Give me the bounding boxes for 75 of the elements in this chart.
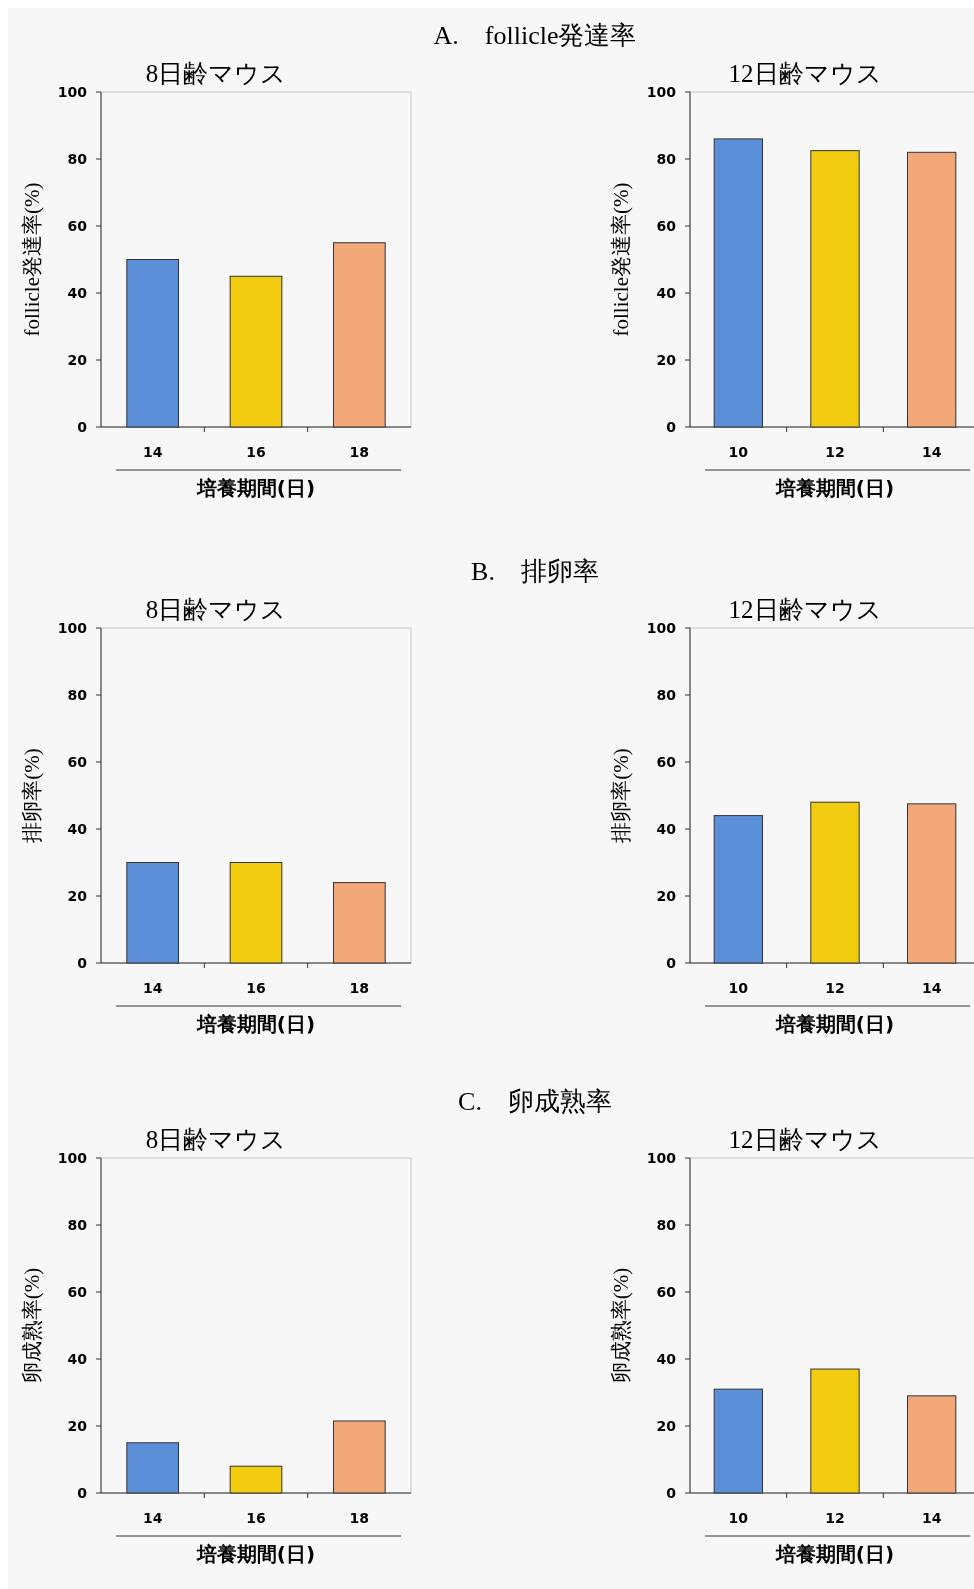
x-tick-label: 18 [349, 444, 370, 460]
x-tick-label: 14 [142, 1510, 163, 1526]
y-tick-label: 0 [666, 418, 677, 435]
y-tick-label: 0 [666, 954, 677, 971]
x-axis-title: 培養期間(日) [774, 1542, 895, 1566]
x-tick-label: 12 [825, 1510, 845, 1526]
x-tick-label: 14 [921, 444, 942, 460]
x-tick-label: 16 [246, 1510, 266, 1526]
y-tick-label: 100 [646, 1149, 677, 1166]
y-tick-label: 40 [67, 1350, 88, 1367]
y-tick-label: 100 [646, 83, 677, 100]
y-tick-label: 0 [77, 954, 88, 971]
y-tick-label: 80 [656, 1216, 677, 1233]
y-axis-title: 卵成熟率(%) [20, 1267, 44, 1384]
y-tick-label: 80 [656, 686, 677, 703]
y-tick-label: 0 [666, 1484, 677, 1501]
y-tick-label: 100 [646, 619, 677, 636]
y-tick-label: 40 [656, 820, 677, 837]
x-tick-label: 10 [728, 980, 749, 996]
y-tick-label: 20 [67, 1417, 88, 1434]
chart-title: 8日齢マウス [145, 1126, 287, 1153]
y-tick-label: 0 [77, 418, 88, 435]
x-tick-label: 14 [921, 1510, 942, 1526]
y-tick-label: 80 [67, 686, 88, 703]
y-tick-label: 0 [77, 1484, 88, 1501]
x-tick-label: 18 [349, 1510, 370, 1526]
y-tick-label: 40 [656, 1350, 677, 1367]
y-tick-label: 60 [656, 1283, 677, 1300]
x-tick-label: 16 [246, 444, 266, 460]
x-tick-label: 14 [142, 444, 163, 460]
y-axis-title: 卵成熟率(%) [609, 1267, 633, 1384]
x-axis-title: 培養期間(日) [195, 1012, 316, 1036]
x-tick-label: 14 [921, 980, 942, 996]
chart-title: 12日齢マウス [728, 1126, 882, 1153]
x-axis-title: 培養期間(日) [195, 1542, 316, 1566]
y-tick-label: 40 [67, 284, 88, 301]
x-tick-label: 16 [246, 980, 266, 996]
y-axis-title: 排卵率(%) [609, 748, 633, 843]
x-axis-title: 培養期間(日) [195, 476, 316, 500]
y-tick-label: 60 [67, 1283, 88, 1300]
y-tick-label: 20 [656, 1417, 677, 1434]
y-tick-label: 100 [57, 619, 88, 636]
x-tick-label: 18 [349, 980, 370, 996]
x-axis-title: 培養期間(日) [774, 476, 895, 500]
chart-title: 12日齢マウス [728, 596, 882, 623]
y-tick-label: 60 [67, 753, 88, 770]
y-axis-title: follicle発達率(%) [609, 182, 633, 337]
y-axis-title: 排卵率(%) [20, 748, 44, 843]
chart-title: 8日齢マウス [145, 596, 287, 623]
x-tick-label: 10 [728, 444, 749, 460]
text: B. 排卵率 [471, 557, 599, 586]
x-tick-label: 10 [728, 1510, 749, 1526]
y-tick-label: 80 [67, 1216, 88, 1233]
y-tick-label: 20 [656, 351, 677, 368]
x-tick-label: 12 [825, 980, 845, 996]
y-tick-label: 20 [656, 887, 677, 904]
x-axis-title: 培養期間(日) [774, 1012, 895, 1036]
y-tick-label: 40 [67, 820, 88, 837]
chart-title: 8日齢マウス [145, 60, 287, 87]
y-tick-label: 80 [656, 150, 677, 167]
text: A. follicle発達率 [433, 21, 637, 50]
chart-title: 12日齢マウス [728, 60, 882, 87]
x-tick-label: 14 [142, 980, 163, 996]
y-tick-label: 80 [67, 150, 88, 167]
y-tick-label: 60 [656, 217, 677, 234]
y-tick-label: 100 [57, 83, 88, 100]
y-tick-label: 100 [57, 1149, 88, 1166]
y-tick-label: 20 [67, 887, 88, 904]
y-tick-label: 20 [67, 351, 88, 368]
x-tick-label: 12 [825, 444, 845, 460]
y-axis-title: follicle発達率(%) [20, 182, 44, 337]
y-tick-label: 60 [656, 753, 677, 770]
y-tick-label: 60 [67, 217, 88, 234]
text: C. 卵成熟率 [458, 1087, 612, 1116]
y-tick-label: 40 [656, 284, 677, 301]
